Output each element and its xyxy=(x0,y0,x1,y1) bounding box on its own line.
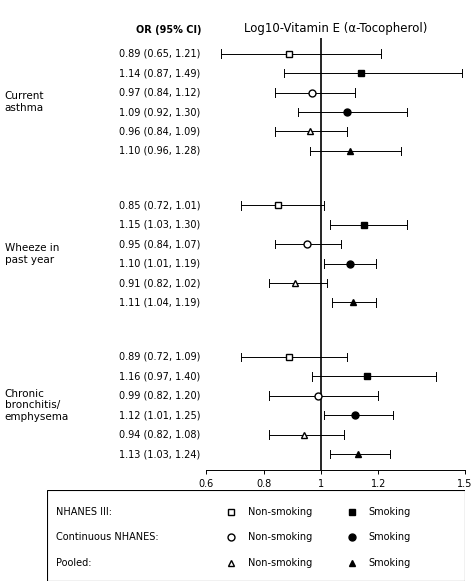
Text: Chronic
bronchitis/
emphysema: Chronic bronchitis/ emphysema xyxy=(5,389,69,422)
Text: 1.10 (0.96, 1.28): 1.10 (0.96, 1.28) xyxy=(119,146,201,156)
Text: 1.12 (1.01, 1.25): 1.12 (1.01, 1.25) xyxy=(119,410,201,420)
Text: Smoking: Smoking xyxy=(369,532,411,542)
Text: OR (95% CI): OR (95% CI) xyxy=(136,25,201,35)
Text: 0.89 (0.72, 1.09): 0.89 (0.72, 1.09) xyxy=(119,352,201,362)
Text: 1.09 (0.92, 1.30): 1.09 (0.92, 1.30) xyxy=(119,107,201,117)
Text: Log10-Vitamin E (α-Tocopherol): Log10-Vitamin E (α-Tocopherol) xyxy=(244,22,427,35)
Text: 0.97 (0.84, 1.12): 0.97 (0.84, 1.12) xyxy=(119,87,201,97)
Text: 1.14 (0.87, 1.49): 1.14 (0.87, 1.49) xyxy=(119,68,201,78)
Text: 0.95 (0.84, 1.07): 0.95 (0.84, 1.07) xyxy=(119,239,201,249)
Text: Smoking: Smoking xyxy=(369,507,411,517)
Text: 0.94 (0.82, 1.08): 0.94 (0.82, 1.08) xyxy=(119,430,201,440)
Text: Pooled:: Pooled: xyxy=(56,558,91,568)
Text: 1.11 (1.04, 1.19): 1.11 (1.04, 1.19) xyxy=(119,298,201,308)
Text: Non-smoking: Non-smoking xyxy=(247,532,312,542)
Text: 1.16 (0.97, 1.40): 1.16 (0.97, 1.40) xyxy=(119,372,201,382)
Text: 0.99 (0.82, 1.20): 0.99 (0.82, 1.20) xyxy=(119,391,201,401)
Text: 0.85 (0.72, 1.01): 0.85 (0.72, 1.01) xyxy=(119,200,201,210)
Text: NHANES III:: NHANES III: xyxy=(56,507,112,517)
Text: 1.13 (1.03, 1.24): 1.13 (1.03, 1.24) xyxy=(119,449,201,459)
Text: 0.96 (0.84, 1.09): 0.96 (0.84, 1.09) xyxy=(119,126,201,136)
Text: Wheeze in
past year: Wheeze in past year xyxy=(5,243,59,265)
Text: Non-smoking: Non-smoking xyxy=(247,558,312,568)
Text: Non-smoking: Non-smoking xyxy=(247,507,312,517)
Text: 1.15 (1.03, 1.30): 1.15 (1.03, 1.30) xyxy=(119,220,201,230)
Text: 0.91 (0.82, 1.02): 0.91 (0.82, 1.02) xyxy=(119,278,201,288)
Text: Smoking: Smoking xyxy=(369,558,411,568)
Text: 1.10 (1.01, 1.19): 1.10 (1.01, 1.19) xyxy=(119,259,201,269)
Text: Continuous NHANES:: Continuous NHANES: xyxy=(56,532,158,542)
Text: 0.89 (0.65, 1.21): 0.89 (0.65, 1.21) xyxy=(119,49,201,59)
Text: Current
asthma: Current asthma xyxy=(5,92,44,113)
